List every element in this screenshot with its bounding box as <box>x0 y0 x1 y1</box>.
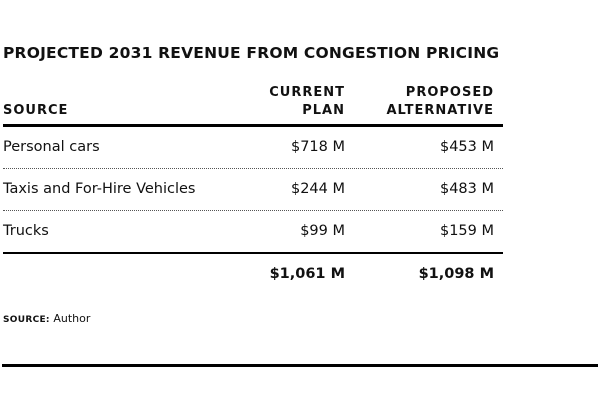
table-row: Personal cars $718 M $453 M <box>3 127 503 169</box>
header-proposed-line2: ALTERNATIVE <box>386 103 494 118</box>
revenue-table: SOURCE CURRENT PLAN PROPOSED ALTERNATIVE… <box>3 80 503 294</box>
header-current-line2: PLAN <box>302 103 345 118</box>
totals-row: $1,061 M $1,098 M <box>3 254 503 294</box>
header-current-line1: CURRENT <box>269 85 345 100</box>
row-current: $718 M <box>290 139 345 155</box>
total-proposed: $1,098 M <box>418 266 494 282</box>
header-source: SOURCE <box>3 103 69 118</box>
bottom-divider <box>2 364 598 367</box>
row-current: $99 M <box>300 223 345 239</box>
source-note-text: Author <box>53 312 91 325</box>
row-source: Taxis and For-Hire Vehicles <box>3 181 196 197</box>
row-source: Trucks <box>3 223 49 239</box>
table-row: Taxis and For-Hire Vehicles $244 M $483 … <box>3 169 503 211</box>
row-proposed: $159 M <box>439 223 494 239</box>
source-note-label: SOURCE: <box>3 315 50 325</box>
row-source: Personal cars <box>3 139 100 155</box>
header-proposed-alternative: PROPOSED ALTERNATIVE <box>386 84 494 120</box>
row-proposed: $453 M <box>439 139 494 155</box>
header-current-plan: CURRENT PLAN <box>269 84 345 120</box>
table-title: PROJECTED 2031 REVENUE FROM CONGESTION P… <box>3 44 500 62</box>
table-header: SOURCE CURRENT PLAN PROPOSED ALTERNATIVE <box>3 80 503 127</box>
row-current: $244 M <box>290 181 345 197</box>
table-row: Trucks $99 M $159 M <box>3 211 503 254</box>
source-note: SOURCE: Author <box>3 312 90 325</box>
total-current: $1,061 M <box>269 266 345 282</box>
header-proposed-line1: PROPOSED <box>405 85 494 100</box>
row-proposed: $483 M <box>439 181 494 197</box>
